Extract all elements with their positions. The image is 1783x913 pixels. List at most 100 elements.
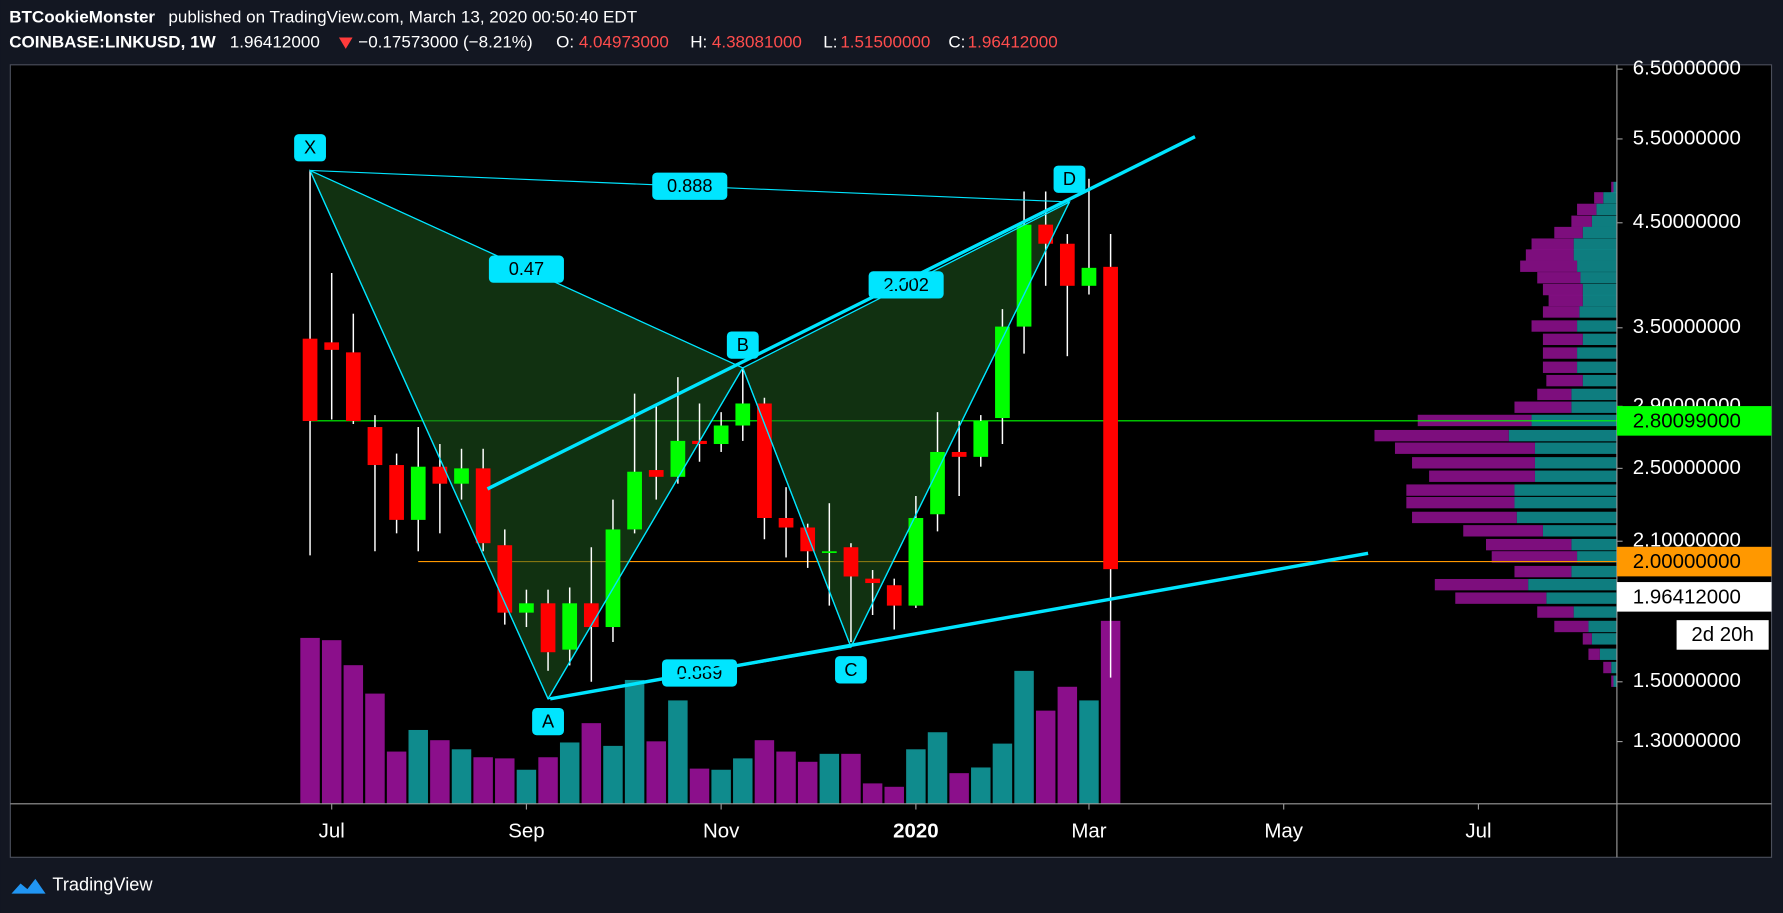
y-tick-label: 2.10000000: [1633, 529, 1741, 552]
ratio-box: [868, 271, 944, 299]
profile-up: [1613, 675, 1617, 687]
candle-body: [1038, 224, 1054, 244]
volume-bar: [884, 786, 904, 804]
profile-down: [1542, 361, 1578, 373]
point-label: X: [304, 138, 316, 158]
countdown-label: 2d 20h: [1691, 623, 1754, 646]
profile-down: [1455, 592, 1547, 604]
profile-down: [1571, 215, 1592, 227]
profile-down: [1434, 578, 1529, 591]
point-label: A: [542, 712, 555, 732]
candle-body: [324, 342, 340, 350]
profile-down: [1611, 675, 1614, 687]
x-tick-label: Mar: [1071, 820, 1106, 843]
point-box: [294, 134, 326, 162]
volume-bar: [733, 758, 753, 804]
profile-up: [1573, 249, 1617, 261]
candle-body: [821, 551, 837, 553]
trendline: [549, 551, 1369, 701]
volume-bar: [1079, 700, 1099, 804]
logo: [11, 878, 46, 894]
profile-down: [1406, 484, 1515, 496]
candle-body: [454, 468, 469, 484]
candle-body: [519, 603, 534, 613]
volume-bar: [668, 700, 688, 804]
pattern-leg: [309, 170, 549, 700]
footer: TradingView: [52, 875, 153, 895]
ohlc-label: L:: [823, 33, 837, 52]
profile-down: [1594, 192, 1604, 204]
profile-down: [1611, 181, 1614, 194]
ratio-label: 2.002: [883, 275, 929, 295]
countdown-box: [1675, 619, 1770, 651]
candle-body: [1103, 266, 1118, 570]
profile-up: [1571, 401, 1617, 413]
x-tick-label: Jul: [1465, 820, 1491, 843]
ohlc-label: H:: [690, 33, 707, 52]
volume-bar: [495, 758, 515, 804]
trendline: [486, 135, 1196, 491]
candle-body: [1059, 243, 1075, 286]
ohlc-value: 4.04973000: [579, 33, 669, 52]
candle-body: [389, 465, 404, 520]
profile-up: [1582, 226, 1617, 239]
profile-down: [1537, 272, 1581, 284]
y-tick-label: 3.50000000: [1633, 315, 1741, 338]
profile-down: [1486, 538, 1572, 551]
point-box: [726, 331, 759, 359]
profile-up: [1611, 661, 1617, 674]
x-tick-label: May: [1264, 820, 1303, 843]
volume-bar: [386, 751, 407, 804]
volume-bar: [343, 665, 364, 804]
published: published on TradingView.com, March 13, …: [168, 8, 637, 27]
profile-up: [1573, 606, 1617, 618]
volume-bar: [408, 729, 428, 804]
profile-up: [1582, 333, 1617, 346]
profile-up: [1588, 620, 1617, 633]
x-tick-label: Jul: [319, 820, 345, 843]
volume-bar: [430, 740, 450, 804]
axes: 1.30000000 1.50000000 2.10000000 2.50000000…: [319, 57, 1772, 843]
x-tick-label: Nov: [703, 820, 740, 843]
profile-down: [1429, 470, 1535, 482]
profile-up: [1591, 215, 1617, 227]
candle-body: [627, 471, 642, 530]
profile-down: [1531, 238, 1574, 250]
volume-bar: [711, 769, 731, 804]
volume-bar: [516, 769, 537, 804]
volume-bar: [1014, 670, 1034, 804]
profile-up: [1514, 496, 1617, 509]
author: BTCookieMonster: [9, 8, 155, 27]
candle-body: [973, 421, 989, 457]
profile-down: [1514, 401, 1572, 413]
pattern-leg: [850, 201, 1071, 648]
volume-bar: [776, 751, 796, 804]
profile-up: [1577, 347, 1617, 359]
level-price-box: [1616, 546, 1772, 577]
volume-bar: [451, 749, 472, 804]
candle-body: [735, 403, 751, 426]
profile-up: [1577, 551, 1617, 563]
volume-bar: [365, 693, 385, 804]
profile-up: [1508, 429, 1617, 442]
profile-up: [1546, 592, 1617, 604]
volume-bar: [646, 741, 666, 804]
profile-up: [1582, 374, 1617, 387]
level-price-box: [1616, 406, 1772, 436]
volume-bar: [819, 753, 840, 804]
point-box: [532, 707, 564, 736]
candle-body: [778, 517, 794, 528]
y-tick-label: 1.50000000: [1633, 669, 1741, 692]
profile-down: [1582, 633, 1592, 645]
x-tick-label: 2020: [893, 820, 939, 843]
candle-body: [540, 603, 556, 653]
profile-down: [1514, 565, 1572, 578]
volume-bar: [581, 723, 602, 804]
profile-down: [1603, 661, 1612, 674]
profile-up: [1580, 272, 1617, 284]
volume-bar: [797, 761, 818, 804]
candle-body: [908, 517, 924, 606]
profile-up: [1613, 181, 1617, 194]
volume-bar: [862, 783, 883, 804]
profile-down: [1588, 648, 1600, 660]
